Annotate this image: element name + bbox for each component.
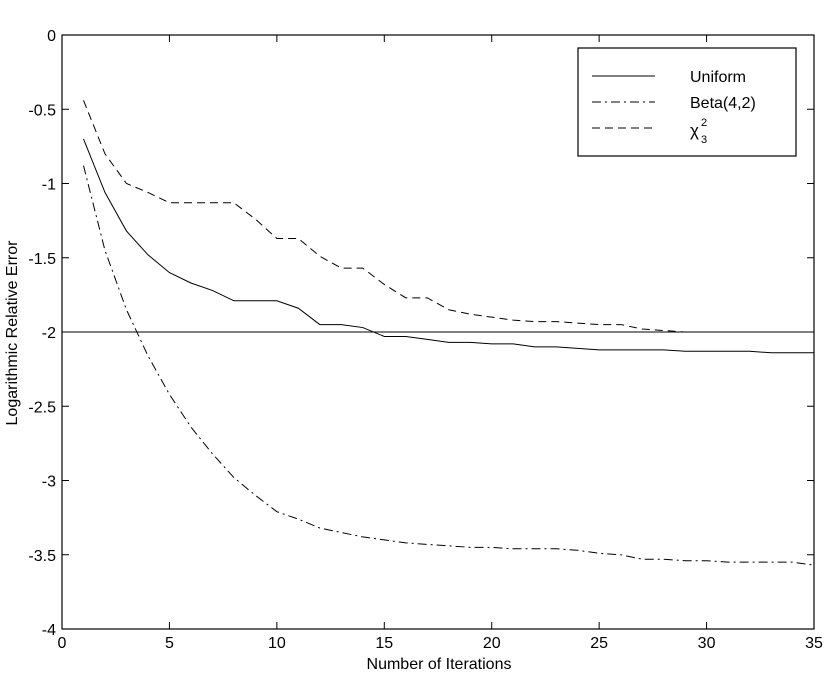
series-line-beta: [83, 165, 815, 566]
y-tick-label: -0.5: [28, 102, 56, 119]
x-tick-label: 5: [165, 635, 174, 652]
series-group: [62, 100, 815, 566]
legend-label-uniform: Uniform: [690, 69, 746, 86]
y-tick-label: -1: [42, 177, 56, 194]
legend-label-chi-main: χ: [690, 121, 699, 140]
x-tick-label: 10: [268, 635, 286, 652]
tick-marks: 0 5 10 15 20 25 30 35 0 -0.5 -1 -1.5 -2 -2.5 -3 -3.5 -4: [28, 28, 823, 652]
y-tick-label: -3: [42, 474, 56, 491]
y-tick-label: 0: [47, 28, 56, 45]
legend-label-beta: Beta(4,2): [690, 95, 756, 112]
y-tick-label: -4: [42, 622, 56, 639]
y-tick-label: -2: [42, 325, 56, 342]
x-axis-label: Number of Iterations: [367, 656, 512, 673]
legend-label-chi-sub: 3: [701, 134, 707, 146]
legend-label-chi-sup: 2: [701, 117, 707, 129]
x-tick-label: 15: [375, 635, 393, 652]
series-line-chi-squared: [83, 100, 814, 333]
series-line-uniform: [83, 138, 814, 354]
x-tick-label: 35: [805, 635, 823, 652]
y-tick-label: -2.5: [28, 399, 56, 416]
y-axis-label: Logarithmic Relative Error: [4, 240, 21, 426]
y-tick-label: -3.5: [28, 548, 56, 565]
legend-box: [577, 47, 797, 157]
y-tick-label: -1.5: [28, 251, 56, 268]
x-tick-label: 20: [483, 635, 501, 652]
x-tick-label: 0: [58, 635, 67, 652]
legend: Uniform Beta(4,2) χ 2 3: [577, 47, 797, 157]
x-tick-label: 25: [590, 635, 608, 652]
x-tick-label: 30: [698, 635, 716, 652]
